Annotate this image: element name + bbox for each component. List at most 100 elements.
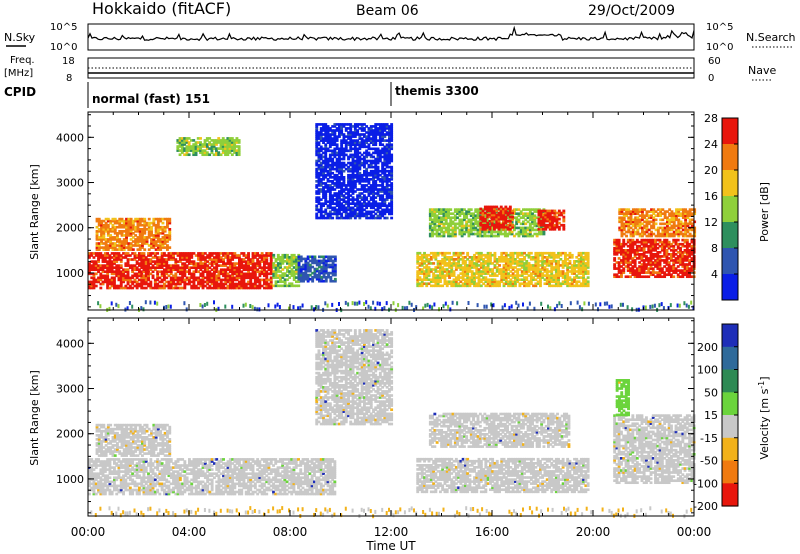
power-cell bbox=[178, 278, 182, 282]
power-cell bbox=[176, 264, 180, 267]
power-cell bbox=[176, 149, 180, 152]
cpid-segment-normal: normal (fast) 151 bbox=[92, 92, 210, 106]
power-cell bbox=[529, 266, 533, 269]
power-cell bbox=[458, 218, 462, 222]
power-cell bbox=[122, 219, 126, 223]
power-cell bbox=[504, 262, 508, 265]
power-cell bbox=[201, 151, 205, 154]
power-cell bbox=[122, 278, 125, 282]
power-cell bbox=[358, 180, 362, 183]
power-cell bbox=[497, 234, 500, 238]
power-cell bbox=[477, 260, 481, 263]
power-cell bbox=[297, 275, 301, 279]
power-cell bbox=[516, 260, 520, 263]
power-cell bbox=[111, 244, 115, 247]
power-cell bbox=[358, 208, 362, 212]
power-cell bbox=[372, 210, 375, 214]
power-cell bbox=[253, 282, 257, 286]
power-cell bbox=[477, 251, 481, 255]
date-title: 29/Oct/2009 bbox=[588, 3, 675, 19]
power-cell bbox=[124, 286, 128, 290]
power-cell bbox=[315, 145, 319, 149]
power-cell bbox=[317, 131, 321, 134]
power-cell bbox=[331, 194, 335, 197]
power-cell bbox=[436, 280, 440, 284]
power-cell bbox=[461, 270, 465, 273]
power-cell bbox=[378, 196, 382, 199]
power-cell bbox=[94, 260, 98, 263]
power-cell bbox=[230, 145, 234, 148]
power-cell bbox=[434, 256, 438, 259]
power-cell bbox=[116, 238, 119, 241]
power-cell bbox=[333, 206, 337, 210]
power-cell bbox=[457, 258, 461, 261]
power-cell bbox=[140, 272, 144, 276]
power-cell bbox=[145, 238, 149, 241]
power-cell bbox=[180, 147, 184, 150]
power-cell bbox=[299, 267, 303, 271]
power-cell bbox=[247, 286, 250, 290]
power-cell bbox=[483, 232, 487, 236]
power-cell bbox=[347, 202, 350, 206]
power-cell bbox=[279, 260, 282, 263]
power-cell bbox=[235, 254, 239, 257]
power-cell bbox=[335, 184, 339, 187]
power-cell bbox=[135, 262, 139, 265]
power-cell bbox=[363, 212, 366, 216]
power-cell bbox=[231, 252, 235, 255]
power-cell bbox=[90, 254, 94, 257]
power-cell bbox=[106, 284, 110, 288]
power-cell bbox=[267, 272, 271, 276]
power-cell bbox=[230, 147, 234, 150]
power-cell bbox=[338, 206, 341, 210]
power-cell bbox=[466, 282, 470, 286]
power-cell bbox=[215, 282, 219, 286]
power-cell bbox=[276, 258, 280, 261]
power-cell bbox=[433, 232, 437, 236]
power-cell bbox=[431, 208, 434, 211]
power-cell bbox=[441, 262, 445, 265]
power-cell bbox=[101, 270, 105, 274]
power-cell bbox=[210, 262, 214, 265]
power-cell bbox=[333, 143, 337, 147]
power-cell bbox=[442, 212, 446, 216]
power-cell bbox=[385, 165, 389, 169]
power-cell bbox=[231, 266, 235, 270]
power-cell bbox=[450, 266, 454, 269]
power-cell bbox=[367, 178, 371, 181]
power-cell bbox=[536, 258, 540, 261]
power-cell bbox=[228, 266, 232, 270]
power-cell bbox=[356, 161, 360, 165]
power-cell bbox=[269, 272, 273, 276]
power-cell bbox=[438, 226, 441, 230]
power-cell bbox=[566, 282, 570, 286]
power-cell bbox=[335, 214, 339, 218]
power-cell bbox=[535, 228, 539, 232]
power-cell bbox=[201, 270, 205, 274]
power-cell bbox=[167, 286, 171, 290]
power-cell bbox=[131, 264, 135, 267]
power-cell bbox=[269, 286, 273, 290]
power-cell bbox=[557, 217, 561, 221]
power-cell bbox=[340, 167, 344, 171]
power-cell bbox=[281, 262, 285, 265]
power-cell bbox=[353, 131, 357, 134]
power-cell bbox=[360, 186, 364, 189]
power-cell bbox=[449, 228, 453, 232]
power-cell bbox=[476, 208, 480, 211]
power-cell bbox=[416, 276, 420, 279]
power-cell bbox=[444, 208, 448, 211]
power-cell bbox=[369, 129, 373, 132]
power-cell bbox=[351, 198, 355, 201]
power-cell bbox=[338, 161, 341, 165]
power-cell bbox=[247, 282, 250, 286]
power-cell bbox=[265, 276, 269, 280]
power-cell bbox=[467, 210, 471, 213]
power-cell bbox=[324, 145, 328, 149]
power-cell bbox=[190, 149, 193, 152]
power-cell bbox=[523, 282, 526, 286]
power-cell bbox=[331, 151, 335, 155]
power-cell bbox=[493, 253, 497, 257]
power-cell bbox=[453, 234, 457, 238]
power-cell bbox=[238, 256, 241, 259]
